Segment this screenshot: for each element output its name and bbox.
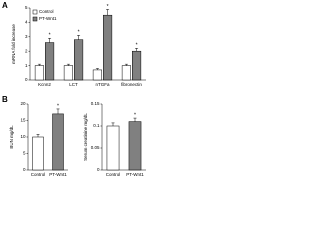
figure: A 0 1 2 3 4 5 mRNA fold increase Kcnn2 * LCT * nTGFa… <box>2 1 146 177</box>
bar <box>128 121 142 171</box>
y-tick-label: 5 <box>25 5 28 10</box>
y-axis-label: mRNA fold increase <box>11 24 16 64</box>
y-tick-label: 0.1 <box>93 123 100 128</box>
x-tick-label: nTGFa <box>95 82 110 87</box>
bar <box>132 50 142 81</box>
y-tick-label: 1 <box>25 63 28 68</box>
bar <box>74 39 84 81</box>
y-tick-label: 0.05 <box>91 145 100 150</box>
significance: * <box>107 4 109 10</box>
legend-swatch <box>32 9 38 15</box>
significance: * <box>134 112 136 118</box>
y-tick-label: 0 <box>25 77 28 82</box>
y-tick-label: 2 <box>25 48 28 53</box>
y-axis-label: BUN mg/dL <box>9 125 14 149</box>
significance: * <box>57 103 59 109</box>
bar <box>63 65 73 81</box>
bar <box>106 125 120 171</box>
y-tick-label: 20 <box>20 101 26 106</box>
y-tick-label: 15 <box>20 118 26 123</box>
y-tick-label: 10 <box>20 134 26 139</box>
legend-label: PT-Wnt1 <box>39 16 57 21</box>
y-tick-label: 0 <box>97 167 100 172</box>
significance: * <box>136 43 138 49</box>
bar <box>52 113 64 171</box>
y-axis-label: Serum creatinine mg/dL <box>83 113 88 161</box>
panel-label: A <box>2 1 8 10</box>
significance: * <box>49 33 51 39</box>
x-tick-label: Control <box>31 172 46 177</box>
bar <box>45 42 55 81</box>
significance: * <box>78 30 80 36</box>
bar <box>92 69 102 81</box>
x-tick-label: PT-Wnt1 <box>49 172 67 177</box>
panel-label: B <box>2 95 8 104</box>
x-tick-label: PT-Wnt1 <box>126 172 144 177</box>
y-tick-label: 0 <box>23 167 26 172</box>
x-tick-label: Kcnn2 <box>38 82 51 87</box>
x-tick-label: LCT <box>69 82 78 87</box>
page: A 0 1 2 3 4 5 mRNA fold increase Kcnn2 * LCT * nTGFa… <box>0 0 150 194</box>
bar <box>103 14 113 81</box>
bar <box>121 65 131 81</box>
legend-label: Control <box>39 9 54 14</box>
bar <box>32 136 44 171</box>
legend-swatch <box>32 16 38 22</box>
y-tick-label: 3 <box>25 34 28 39</box>
x-tick-label: fibronectin <box>121 82 142 87</box>
x-tick-label: Control <box>106 172 121 177</box>
y-tick-label: 0.15 <box>91 101 100 106</box>
bar <box>34 65 44 81</box>
y-tick-label: 4 <box>25 20 28 25</box>
y-tick-label: 5 <box>23 151 26 156</box>
